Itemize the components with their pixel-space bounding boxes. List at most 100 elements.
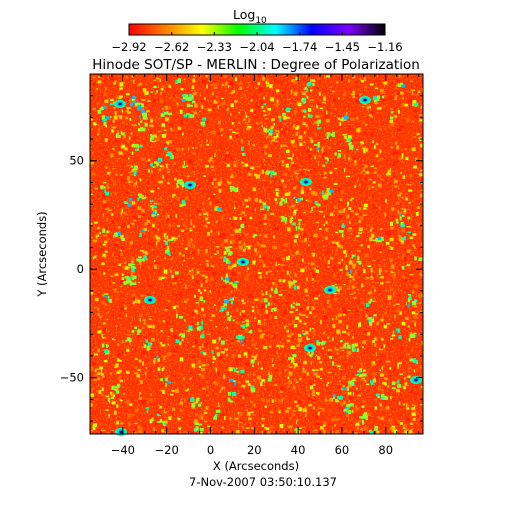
heatmap-cell (373, 260, 376, 262)
heatmap-cell (137, 369, 141, 372)
heatmap-cell (244, 245, 248, 250)
heatmap-cell (394, 87, 397, 90)
heatmap-cell (206, 221, 210, 224)
heatmap-cell (115, 160, 118, 163)
heatmap-cell (299, 240, 304, 243)
heatmap-cell (194, 419, 198, 423)
heatmap-cell (413, 315, 417, 319)
heatmap-cell (417, 173, 419, 176)
heatmap-cell (315, 290, 319, 294)
heatmap-cell (410, 389, 413, 394)
heatmap-cell (299, 142, 303, 147)
heatmap-cell (386, 385, 390, 388)
heatmap-cell (183, 224, 185, 227)
heatmap-cell (240, 80, 242, 84)
heatmap-cell (125, 237, 130, 239)
heatmap-cell (337, 365, 341, 368)
heatmap-cell (186, 103, 190, 108)
heatmap-cell (368, 185, 371, 190)
heatmap-cell (288, 356, 292, 360)
heatmap-cell (93, 423, 97, 428)
heatmap-cell (380, 417, 384, 421)
heatmap-cell (198, 158, 203, 161)
heatmap-cell (165, 321, 168, 323)
heatmap-cell (351, 197, 354, 200)
heatmap-cell (170, 328, 173, 333)
heatmap-cell (310, 361, 312, 366)
heatmap-cell (353, 359, 355, 362)
heatmap-cell (278, 345, 281, 350)
heatmap-cell (270, 170, 275, 174)
heatmap-cell (278, 410, 281, 414)
heatmap-cell (239, 432, 243, 434)
heatmap-cell (291, 358, 295, 363)
heatmap-cell (268, 371, 270, 375)
heatmap-cell (356, 300, 361, 303)
heatmap-cell (393, 304, 395, 307)
heatmap-cell (264, 214, 267, 219)
heatmap-cell (115, 133, 119, 136)
heatmap-cell (316, 221, 320, 224)
heatmap-cell (252, 337, 254, 342)
heatmap-cell (205, 267, 209, 271)
heatmap-cell (268, 270, 273, 273)
heatmap-cell (165, 234, 167, 239)
heatmap-cell (284, 234, 286, 236)
heatmap-cell (274, 264, 278, 266)
heatmap-cell (379, 369, 382, 371)
heatmap-cell (122, 77, 124, 81)
heatmap-cell (266, 91, 268, 94)
heatmap-cell (149, 325, 152, 329)
heatmap-cell (131, 398, 134, 403)
heatmap-cell (313, 267, 317, 271)
heatmap-cell (292, 153, 294, 157)
heatmap-cell (90, 162, 94, 165)
heatmap-cell (124, 174, 126, 177)
heatmap-cell (231, 339, 234, 343)
heatmap-cell (309, 381, 313, 385)
heatmap-cell (391, 156, 393, 158)
heatmap-cell (119, 205, 121, 209)
heatmap-cell (391, 334, 396, 337)
heatmap-cell (337, 153, 341, 158)
heatmap-cell (394, 314, 396, 319)
heatmap-cell (235, 430, 240, 434)
heatmap-cell (303, 333, 306, 336)
heatmap-cell (257, 165, 261, 168)
heatmap-cell (168, 119, 170, 124)
heatmap-cell (372, 140, 375, 144)
heatmap-cell (295, 381, 298, 383)
heatmap-cell (207, 362, 212, 367)
heatmap-cell (346, 75, 348, 77)
heatmap-cell (232, 90, 235, 94)
heatmap-cell (127, 225, 130, 229)
heatmap-cell (322, 176, 327, 179)
heatmap-cell (191, 402, 196, 408)
heatmap-cell (333, 394, 336, 397)
heatmap-cell (235, 321, 240, 325)
heatmap-cell (164, 377, 168, 382)
heatmap-cell (138, 128, 142, 132)
heatmap-cell (96, 367, 100, 369)
heatmap-cell (359, 384, 361, 389)
heatmap-cell (380, 88, 384, 93)
heatmap-cell (105, 208, 107, 211)
heatmap-cell (379, 271, 381, 275)
heatmap-cell (167, 336, 170, 338)
heatmap-cell (402, 253, 405, 257)
heatmap-cell (207, 425, 211, 428)
heatmap-cell (397, 294, 400, 297)
heatmap-cell (359, 216, 364, 220)
heatmap-cell (387, 170, 391, 175)
heatmap-cell (344, 429, 348, 432)
heatmap-cell (144, 122, 148, 127)
heatmap-cell (294, 324, 298, 328)
heatmap-cell (368, 300, 371, 304)
heatmap-cell (126, 75, 128, 78)
heatmap-cell (353, 225, 356, 228)
heatmap-cell (175, 305, 179, 308)
heatmap-cell (288, 372, 293, 376)
heatmap-cell (401, 265, 405, 270)
heatmap-cell (406, 184, 412, 186)
heatmap-cell (407, 325, 410, 328)
